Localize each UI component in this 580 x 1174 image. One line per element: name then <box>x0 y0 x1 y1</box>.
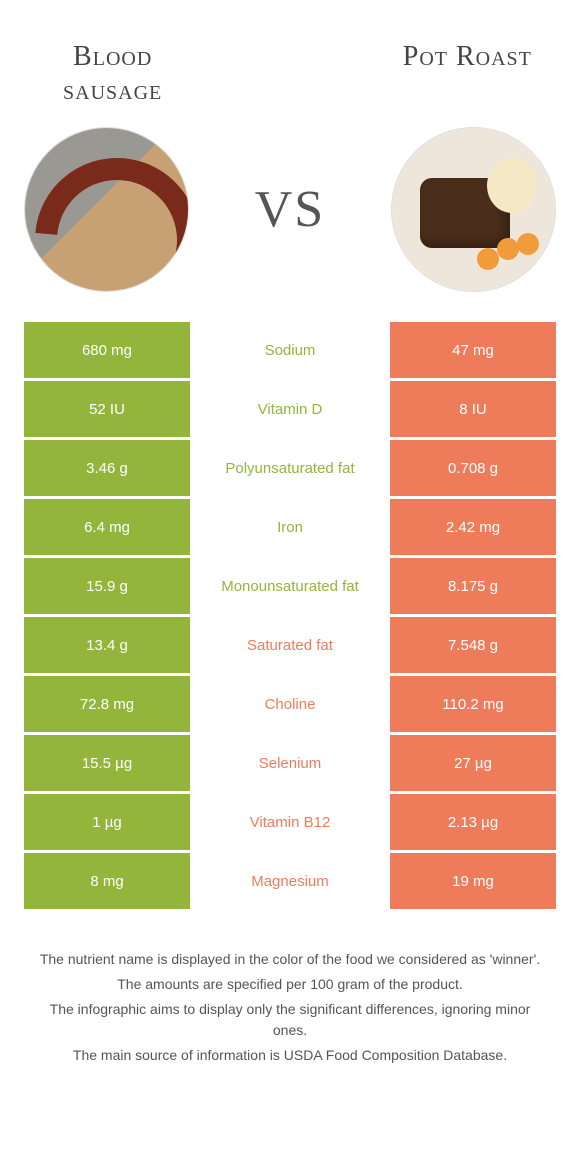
right-value: 0.708 g <box>390 440 556 496</box>
left-value: 15.5 µg <box>24 735 190 791</box>
left-value: 6.4 mg <box>24 499 190 555</box>
vs-label: VS <box>189 180 391 239</box>
nutrient-name: Sodium <box>190 322 390 378</box>
left-food-image <box>24 127 189 292</box>
left-value: 680 mg <box>24 322 190 378</box>
nutrient-row: 6.4 mgIron2.42 mg <box>24 499 556 555</box>
nutrient-table: 680 mgSodium47 mg52 IUVitamin D8 IU3.46 … <box>24 322 556 909</box>
nutrient-name: Selenium <box>190 735 390 791</box>
right-value: 27 µg <box>390 735 556 791</box>
nutrient-name: Monounsaturated fat <box>190 558 390 614</box>
left-value: 8 mg <box>24 853 190 909</box>
right-value: 7.548 g <box>390 617 556 673</box>
left-value: 72.8 mg <box>24 676 190 732</box>
infographic-container: Bloodsausage Pot Roast VS 680 mgSodium47… <box>0 0 580 1066</box>
left-value: 52 IU <box>24 381 190 437</box>
right-value: 47 mg <box>390 322 556 378</box>
footnote-line: The amounts are specified per 100 gram o… <box>32 974 548 995</box>
footnotes: The nutrient name is displayed in the co… <box>24 949 556 1066</box>
right-food-title: Pot Roast <box>379 40 556 74</box>
left-value: 3.46 g <box>24 440 190 496</box>
headings-row: Bloodsausage Pot Roast <box>24 40 556 107</box>
left-value: 1 µg <box>24 794 190 850</box>
left-food-title: Bloodsausage <box>24 40 201 107</box>
right-value: 8.175 g <box>390 558 556 614</box>
nutrient-row: 15.5 µgSelenium27 µg <box>24 735 556 791</box>
footnote-line: The nutrient name is displayed in the co… <box>32 949 548 970</box>
nutrient-row: 52 IUVitamin D8 IU <box>24 381 556 437</box>
nutrient-row: 13.4 gSaturated fat7.548 g <box>24 617 556 673</box>
left-value: 15.9 g <box>24 558 190 614</box>
right-value: 2.42 mg <box>390 499 556 555</box>
left-value: 13.4 g <box>24 617 190 673</box>
vs-row: VS <box>24 127 556 292</box>
right-value: 110.2 mg <box>390 676 556 732</box>
right-value: 8 IU <box>390 381 556 437</box>
footnote-line: The infographic aims to display only the… <box>32 999 548 1041</box>
nutrient-row: 680 mgSodium47 mg <box>24 322 556 378</box>
nutrient-row: 72.8 mgCholine110.2 mg <box>24 676 556 732</box>
right-food-image <box>391 127 556 292</box>
nutrient-row: 3.46 gPolyunsaturated fat0.708 g <box>24 440 556 496</box>
nutrient-name: Iron <box>190 499 390 555</box>
nutrient-row: 8 mgMagnesium19 mg <box>24 853 556 909</box>
nutrient-name: Magnesium <box>190 853 390 909</box>
nutrient-row: 15.9 gMonounsaturated fat8.175 g <box>24 558 556 614</box>
nutrient-name: Polyunsaturated fat <box>190 440 390 496</box>
nutrient-name: Choline <box>190 676 390 732</box>
nutrient-name: Vitamin D <box>190 381 390 437</box>
nutrient-row: 1 µgVitamin B122.13 µg <box>24 794 556 850</box>
right-value: 19 mg <box>390 853 556 909</box>
right-value: 2.13 µg <box>390 794 556 850</box>
footnote-line: The main source of information is USDA F… <box>32 1045 548 1066</box>
nutrient-name: Saturated fat <box>190 617 390 673</box>
nutrient-name: Vitamin B12 <box>190 794 390 850</box>
